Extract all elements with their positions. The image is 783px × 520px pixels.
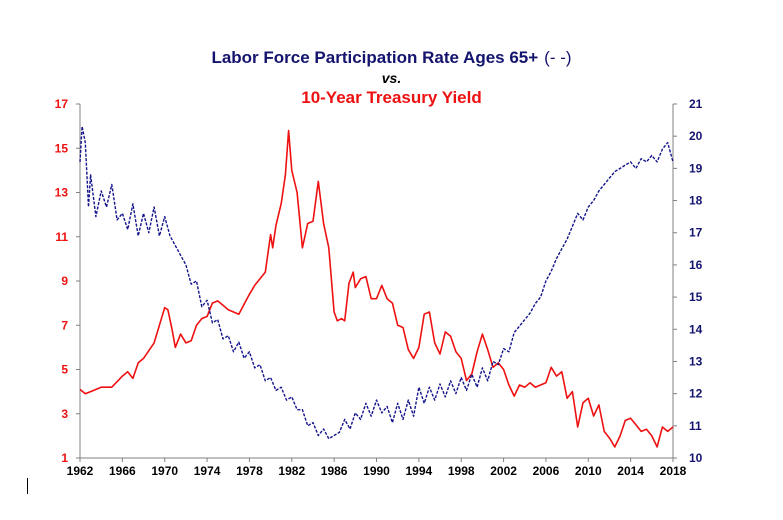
x-tick-label: 1994 xyxy=(406,464,433,478)
participation-rate-line xyxy=(79,125,674,440)
chart-title: Labor Force Participation Rate Ages 65+ (… xyxy=(0,48,783,68)
left-tick-label: 9 xyxy=(61,274,68,288)
axes xyxy=(79,104,674,459)
x-tick-label: 1974 xyxy=(194,464,221,478)
x-axis-ticks: 1962 1966 1970 1974 1978 1982 1986 1990 1994 1998… xyxy=(67,458,687,478)
x-tick-label: 2006 xyxy=(533,464,560,478)
x-tick-label: 1962 xyxy=(67,464,94,478)
right-tick-label: 10 xyxy=(689,451,703,465)
series-group xyxy=(79,125,674,448)
right-tick-label: 20 xyxy=(689,129,703,143)
left-tick-label: 1 xyxy=(61,451,68,465)
text-cursor xyxy=(27,478,28,494)
x-tick-label: 1970 xyxy=(151,464,178,478)
left-tick-label: 3 xyxy=(61,407,68,421)
right-tick-label: 12 xyxy=(689,387,703,401)
chart-title-text: Labor Force Participation Rate Ages 65+ xyxy=(211,48,539,67)
chart-title-treasury: 10-Year Treasury Yield xyxy=(301,88,482,107)
right-tick-label: 21 xyxy=(689,97,703,111)
treasury-yield-line xyxy=(79,129,674,448)
right-tick-label: 17 xyxy=(689,226,703,240)
right-tick-label: 19 xyxy=(689,161,703,175)
right-tick-label: 15 xyxy=(689,290,703,304)
x-tick-label: 1986 xyxy=(321,464,348,478)
x-tick-label: 1998 xyxy=(448,464,475,478)
x-tick-label: 1978 xyxy=(236,464,263,478)
x-tick-label: 1982 xyxy=(278,464,305,478)
x-tick-label: 1966 xyxy=(109,464,136,478)
x-tick-label: 2014 xyxy=(617,464,644,478)
x-tick-label: 1990 xyxy=(363,464,390,478)
right-tick-label: 11 xyxy=(689,419,702,433)
left-tick-label: 5 xyxy=(61,363,68,377)
right-axis-ticks: 10 11 12 13 14 15 16 17 18 19 20 21 xyxy=(673,97,703,465)
left-tick-label: 7 xyxy=(61,318,68,332)
left-tick-label: 13 xyxy=(55,186,69,200)
left-tick-label: 17 xyxy=(55,97,69,111)
x-tick-label: 2002 xyxy=(490,464,517,478)
chart-title-vs: vs. xyxy=(381,70,402,86)
left-tick-label: 15 xyxy=(55,141,69,155)
right-tick-label: 14 xyxy=(689,322,703,336)
x-tick-label: 2010 xyxy=(575,464,602,478)
right-tick-label: 16 xyxy=(689,258,703,272)
dashed-series-marker: (- -) xyxy=(544,48,572,67)
right-tick-label: 18 xyxy=(689,194,703,208)
x-tick-label: 2018 xyxy=(660,464,687,478)
right-tick-label: 13 xyxy=(689,354,703,368)
left-tick-label: 11 xyxy=(55,230,68,244)
